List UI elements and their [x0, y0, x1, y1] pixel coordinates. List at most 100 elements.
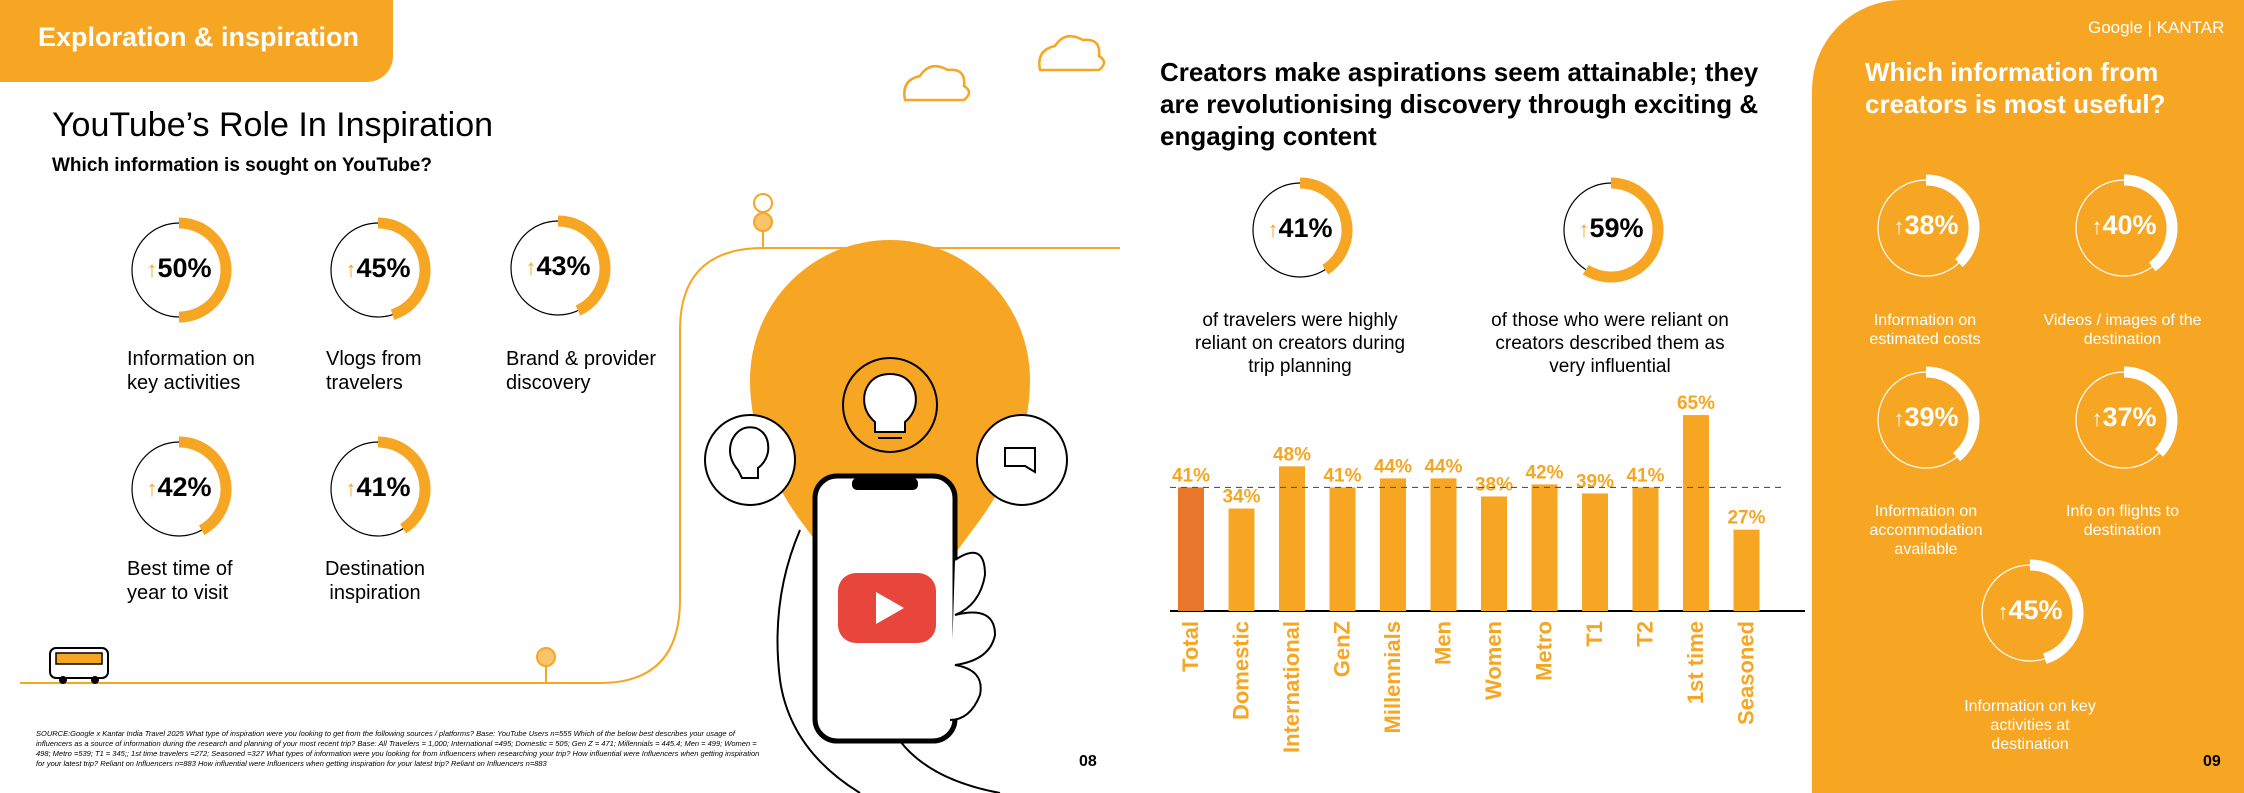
progress-ring — [330, 217, 431, 320]
stat-label: Brand & provider discovery — [506, 348, 657, 394]
up-arrow-icon: ↑ — [1578, 217, 1590, 242]
source-note: SOURCE:Google x Kantar India Travel 2025… — [36, 729, 760, 768]
bar-domestic — [1228, 508, 1255, 611]
ring-arc — [1925, 366, 1980, 462]
category-label: Men — [1431, 621, 1456, 665]
stat-ring-best-time: ↑42% — [124, 434, 234, 544]
segment-bar-chart: 41% Total 34% Domestic 48% International 41% Ge… — [1170, 393, 1805, 753]
ring-arc — [178, 217, 232, 323]
page-subtitle: Which information is sought on YouTube? — [52, 155, 432, 176]
ring-arc — [2029, 559, 2084, 664]
up-arrow-icon: ↑ — [1267, 217, 1279, 242]
stat-ring-reliant: ↑41% — [1245, 175, 1355, 285]
ring-arc — [2123, 174, 2178, 272]
progress-ring — [510, 215, 611, 316]
up-arrow-icon: ↑ — [2091, 214, 2103, 239]
page-number-right: 09 — [2203, 753, 2221, 770]
stat-value: ↑40% — [2091, 210, 2157, 240]
ring-arc — [1925, 174, 1980, 267]
progress-ring — [1877, 366, 1980, 469]
up-arrow-icon: ↑ — [525, 255, 537, 280]
ring-arc — [557, 215, 611, 316]
progress-ring — [1877, 174, 1980, 277]
progress-ring — [330, 436, 431, 537]
category-label: 1st time — [1683, 621, 1708, 704]
ring-arc — [377, 436, 431, 534]
up-arrow-icon: ↑ — [146, 476, 158, 501]
stat-label: Information on key activities at destina… — [1964, 698, 2096, 753]
phone-illustration — [776, 473, 1001, 793]
progress-ring — [1563, 177, 1664, 283]
right-title: Which information from creators is most … — [1865, 57, 2166, 119]
bar-value-label: 27% — [1727, 508, 1765, 529]
bar-metro — [1531, 484, 1558, 611]
progress-ring — [2075, 174, 2178, 277]
page-title: YouTube’s Role In Inspiration — [52, 106, 494, 144]
brand-logo: Google | KANTAR — [2088, 18, 2225, 37]
bar-t1 — [1582, 493, 1608, 611]
stat-value: ↑38% — [1893, 210, 1959, 240]
progress-ring — [1252, 177, 1353, 278]
bar-value-label: 41% — [1323, 465, 1361, 486]
bar-value-label: 42% — [1525, 462, 1563, 483]
bar-value-label: 65% — [1677, 393, 1715, 414]
bar-value-label: 44% — [1374, 456, 1412, 477]
progress-ring — [1981, 559, 2084, 664]
category-label: T2 — [1633, 621, 1658, 647]
up-arrow-icon: ↑ — [345, 476, 357, 501]
ring-arc — [178, 436, 232, 536]
bar-international — [1279, 466, 1305, 611]
hand-illustration — [899, 551, 1001, 793]
middle-title: Creators make aspirations seem attainabl… — [1160, 57, 1759, 151]
up-arrow-icon: ↑ — [1893, 214, 1905, 239]
bar-value-label: 39% — [1576, 471, 1614, 492]
bar-value-label: 48% — [1273, 444, 1311, 465]
stat-value: ↑59% — [1578, 213, 1644, 243]
stat-label: Best time of year to visit — [127, 558, 233, 604]
category-label: Millennials — [1380, 621, 1405, 733]
stat-value: ↑42% — [146, 472, 212, 502]
stat-label: Videos / images of the destination — [2043, 312, 2202, 348]
stat-ring-key-activities-destination: ↑45% — [1974, 557, 2086, 669]
ring-arc — [1582, 177, 1664, 283]
stat-ring-vlogs: ↑45% — [323, 215, 433, 325]
progress-ring — [131, 217, 232, 323]
stat-ring-brand: ↑43% — [503, 213, 613, 323]
bar-genz — [1329, 487, 1356, 611]
bar-millennials — [1380, 478, 1406, 611]
stat-ring-costs: ↑38% — [1870, 172, 1982, 284]
chat-bubble-icon — [704, 414, 1068, 506]
stat-ring-videos: ↑40% — [2068, 172, 2180, 284]
progress-ring — [2075, 366, 2178, 469]
stat-ring-key-activities: ↑50% — [124, 215, 234, 325]
stat-value: ↑43% — [525, 251, 591, 281]
stat-ring-flights: ↑37% — [2068, 364, 2180, 476]
stat-value: ↑45% — [1997, 595, 2063, 625]
ring-arc — [1299, 177, 1353, 275]
stat-value: ↑41% — [345, 472, 411, 502]
stat-value: ↑39% — [1893, 402, 1959, 432]
category-label: International — [1279, 621, 1304, 753]
stat-ring-accommodation: ↑39% — [1870, 364, 1982, 476]
stat-label: Information on accommodation available — [1869, 503, 1983, 558]
stat-label: Info on flights to destination — [2066, 503, 2179, 539]
category-label: Women — [1481, 621, 1506, 700]
stat-label: of those who were reliant on creators de… — [1491, 310, 1729, 377]
category-label: T1 — [1582, 621, 1607, 647]
bar-value-label: 41% — [1626, 465, 1664, 486]
bar-value-label: 34% — [1222, 487, 1260, 508]
stat-value: ↑45% — [345, 253, 411, 283]
category-label: Total — [1178, 621, 1203, 672]
ring-arc — [377, 217, 431, 320]
page-number-left: 08 — [1079, 753, 1097, 770]
bar-total — [1178, 487, 1204, 611]
up-arrow-icon: ↑ — [1997, 599, 2009, 624]
bar-value-label: 44% — [1424, 456, 1462, 477]
bar-value-label: 38% — [1475, 474, 1513, 495]
category-label: Metro — [1532, 621, 1557, 681]
bar-men — [1430, 478, 1457, 611]
stat-value: ↑50% — [146, 253, 212, 283]
up-arrow-icon: ↑ — [345, 257, 357, 282]
cloud-icon — [903, 34, 1106, 102]
section-tag-label: Exploration & inspiration — [38, 22, 360, 52]
